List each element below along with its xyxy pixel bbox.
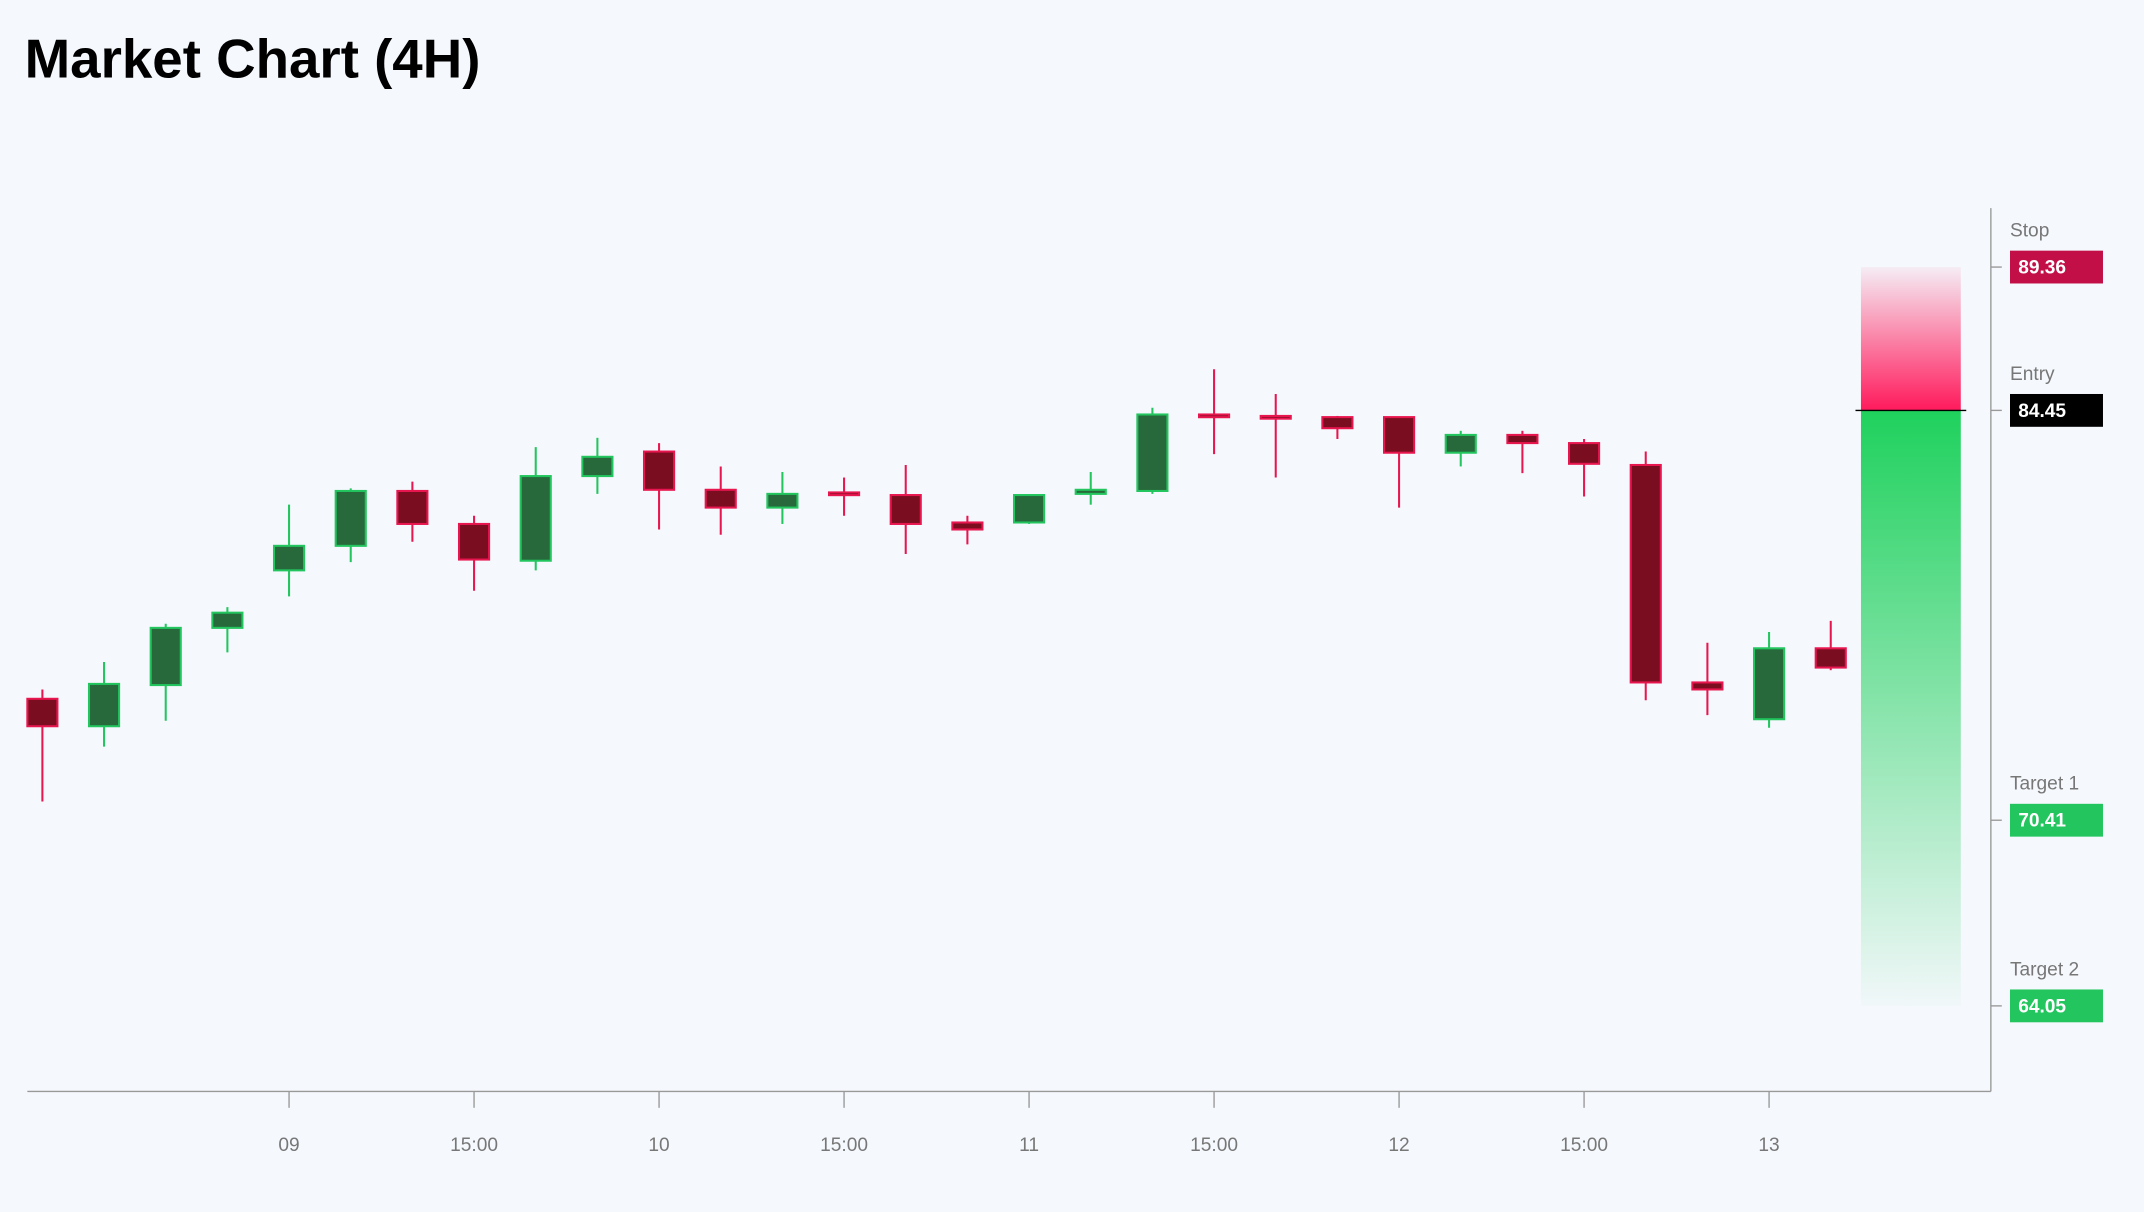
- x-tick-label: 11: [1019, 1135, 1039, 1156]
- candle-body: [272, 544, 306, 572]
- candle-body: [1629, 463, 1662, 684]
- level-name: Stop: [2010, 221, 2049, 242]
- level-value: 64.05: [2018, 996, 2066, 1017]
- x-tick-label: 10: [648, 1135, 669, 1156]
- candle-body: [211, 611, 244, 629]
- candle-body: [827, 491, 861, 497]
- candle-body: [26, 697, 59, 728]
- x-tick-label: 13: [1758, 1135, 1779, 1156]
- x-tick-label: 12: [1388, 1135, 1409, 1156]
- candle-body: [1136, 413, 1169, 492]
- candle-body: [1074, 488, 1107, 495]
- level-value: 84.45: [2018, 401, 2066, 422]
- x-tick-label: 15:00: [1190, 1135, 1238, 1156]
- candle-body: [704, 488, 737, 509]
- candle-body: [149, 626, 182, 687]
- risk-zone: [1860, 267, 1961, 411]
- x-tick-label: 15:00: [820, 1135, 868, 1156]
- level-value: 70.41: [2018, 811, 2066, 832]
- candle-body: [1012, 494, 1046, 524]
- candle-body: [1753, 647, 1786, 721]
- level-name: Target 1: [2010, 774, 2079, 795]
- level-badge: [2010, 250, 2103, 284]
- candle-body: [87, 682, 121, 728]
- candle-body: [766, 492, 799, 509]
- candle-body: [581, 455, 614, 478]
- level-value: 89.36: [2018, 257, 2066, 278]
- candle-body: [519, 475, 552, 562]
- x-tick-label: 09: [278, 1135, 299, 1156]
- candle-body: [1814, 647, 1847, 669]
- candle-body: [1506, 433, 1539, 445]
- candle-body: [642, 450, 676, 491]
- candle-body: [889, 494, 922, 525]
- candle-body: [396, 489, 429, 525]
- level-badge: [2010, 393, 2103, 427]
- candle-body: [1198, 413, 1231, 419]
- reward-zone: [1860, 410, 1961, 1006]
- candle-body: [1383, 416, 1416, 454]
- level-name: Entry: [2010, 364, 2055, 385]
- candle-body: [951, 521, 984, 531]
- candle-body: [1444, 433, 1477, 454]
- x-tick-label: 15:00: [1560, 1135, 1608, 1156]
- candle-body: [1568, 442, 1601, 465]
- candle-body: [1691, 681, 1724, 691]
- candle-body: [1259, 414, 1292, 420]
- x-tick-label: 15:00: [450, 1135, 498, 1156]
- candle-body: [334, 489, 367, 547]
- candle-body: [457, 522, 491, 561]
- candle-body: [1321, 416, 1354, 430]
- level-name: Target 2: [2010, 959, 2079, 980]
- chart-title: Market Chart (4H): [25, 28, 481, 90]
- level-badge: [2010, 803, 2103, 837]
- level-badge: [2010, 989, 2103, 1023]
